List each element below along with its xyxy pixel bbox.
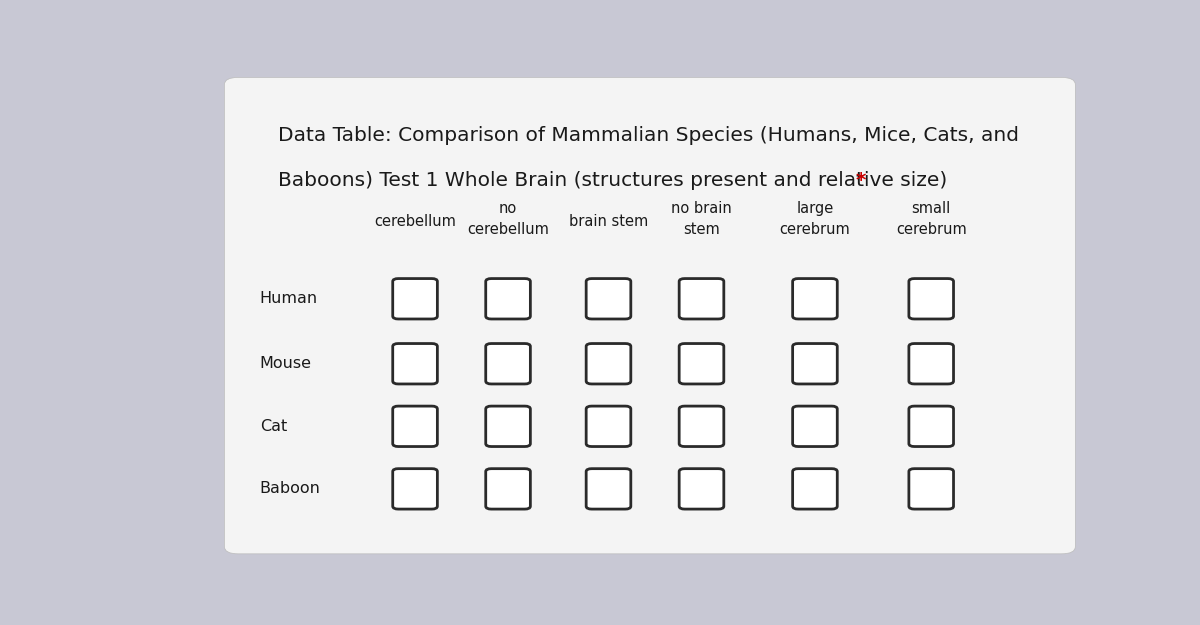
FancyBboxPatch shape [224, 78, 1075, 554]
Text: *: * [850, 171, 866, 190]
Text: cerebellum: cerebellum [374, 214, 456, 229]
Text: Baboons) Test 1 Whole Brain (structures present and relative size): Baboons) Test 1 Whole Brain (structures … [278, 171, 948, 190]
FancyBboxPatch shape [392, 469, 437, 509]
FancyBboxPatch shape [908, 344, 954, 384]
Text: Data Table: Comparison of Mammalian Species (Humans, Mice, Cats, and: Data Table: Comparison of Mammalian Spec… [278, 126, 1019, 144]
FancyBboxPatch shape [908, 406, 954, 446]
FancyBboxPatch shape [679, 344, 724, 384]
Text: Baboon: Baboon [259, 481, 320, 496]
FancyBboxPatch shape [486, 469, 530, 509]
Text: Mouse: Mouse [259, 356, 312, 371]
FancyBboxPatch shape [793, 344, 838, 384]
Text: cerebrum: cerebrum [896, 221, 966, 236]
FancyBboxPatch shape [679, 469, 724, 509]
FancyBboxPatch shape [793, 279, 838, 319]
Text: brain stem: brain stem [569, 214, 648, 229]
FancyBboxPatch shape [586, 406, 631, 446]
FancyBboxPatch shape [586, 279, 631, 319]
Text: small: small [912, 201, 950, 216]
FancyBboxPatch shape [392, 344, 437, 384]
FancyBboxPatch shape [486, 344, 530, 384]
FancyBboxPatch shape [486, 406, 530, 446]
FancyBboxPatch shape [679, 279, 724, 319]
FancyBboxPatch shape [392, 406, 437, 446]
FancyBboxPatch shape [908, 469, 954, 509]
Text: stem: stem [683, 221, 720, 236]
FancyBboxPatch shape [586, 469, 631, 509]
FancyBboxPatch shape [392, 279, 437, 319]
FancyBboxPatch shape [679, 406, 724, 446]
Text: Human: Human [259, 291, 318, 306]
Text: no brain: no brain [671, 201, 732, 216]
Text: Cat: Cat [259, 419, 287, 434]
FancyBboxPatch shape [586, 344, 631, 384]
Text: no: no [499, 201, 517, 216]
Text: cerebrum: cerebrum [780, 221, 851, 236]
Text: cerebellum: cerebellum [467, 221, 548, 236]
FancyBboxPatch shape [793, 406, 838, 446]
FancyBboxPatch shape [793, 469, 838, 509]
Text: large: large [797, 201, 834, 216]
FancyBboxPatch shape [486, 279, 530, 319]
FancyBboxPatch shape [908, 279, 954, 319]
